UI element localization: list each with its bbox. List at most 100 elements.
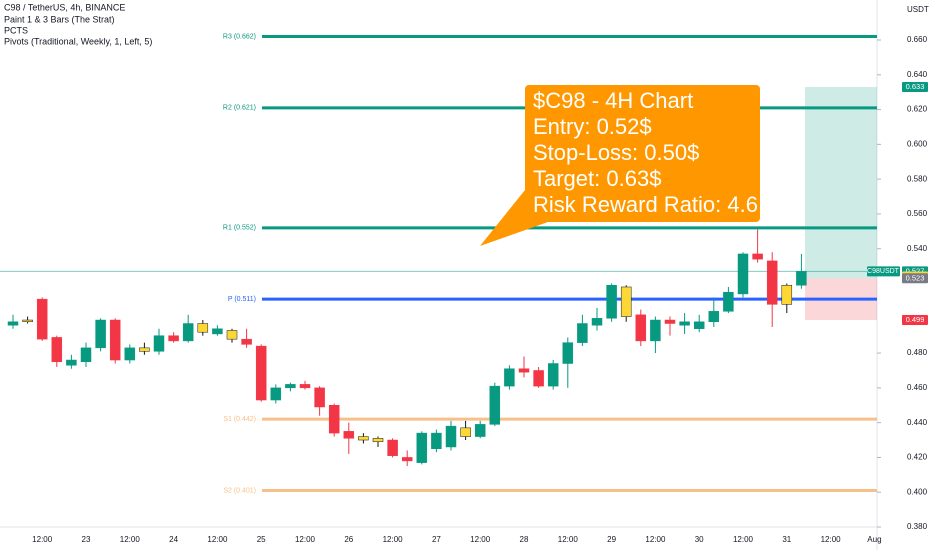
candle-body <box>401 457 413 462</box>
candle-body <box>708 311 720 323</box>
y-tick-label: 0.440 <box>907 418 928 427</box>
candle-body <box>489 385 501 425</box>
legend-line: Pivots (Traditional, Weekly, 1, Left, 5) <box>4 36 152 46</box>
candle-body <box>606 284 617 319</box>
x-tick-label: 12:00 <box>470 535 491 544</box>
x-tick-label: 27 <box>432 535 441 544</box>
candle-body <box>387 439 398 456</box>
pivot-label: R1 (0.552) <box>223 225 256 232</box>
y-tick-label: 0.660 <box>907 35 928 44</box>
x-tick-label: 12:00 <box>558 535 579 544</box>
y-tick-label: 0.560 <box>907 209 928 218</box>
x-tick-label: 26 <box>344 535 353 544</box>
pivot-label: S2 (0.401) <box>223 487 256 494</box>
x-tick-label: 25 <box>257 535 266 544</box>
y-tick-label: 0.480 <box>907 348 928 357</box>
candle-body <box>416 432 428 463</box>
candle-body <box>372 438 384 443</box>
plot: 0.380 0.400 0.420 0.440 0.460 0.480 0.540 0.560… <box>0 33 928 544</box>
candle-body <box>153 335 165 352</box>
target-zone <box>805 86 877 279</box>
candle-body <box>51 337 63 363</box>
candle-body <box>270 387 282 401</box>
candle-body <box>197 323 209 333</box>
x-tick-label: 12:00 <box>821 535 842 544</box>
annotation-line: $C98 - 4H Chart <box>533 88 693 113</box>
candle-body <box>7 321 19 326</box>
candle-body <box>445 425 457 448</box>
symbol-label: C98USDT <box>867 268 900 275</box>
x-tick-label: 24 <box>169 535 178 544</box>
candle-body <box>255 345 267 401</box>
candle-body <box>95 319 106 349</box>
y-tick-label: 0.620 <box>907 105 928 114</box>
candle-body <box>182 323 194 342</box>
y-tick-label: 0.640 <box>907 70 928 79</box>
x-tick-label: 28 <box>520 535 529 544</box>
price-label: 0.499 <box>906 315 925 324</box>
pivot-label: P (0.511) <box>228 296 256 303</box>
candle-body <box>620 286 632 317</box>
x-tick-label: 29 <box>607 535 616 544</box>
candle-body <box>752 253 763 260</box>
candle-body <box>80 347 92 363</box>
candle-body <box>460 427 471 437</box>
candle-body <box>358 436 369 441</box>
candle-body <box>124 347 136 361</box>
candle-body <box>66 359 77 366</box>
candle-body <box>737 253 749 295</box>
price-label: 0.523 <box>906 273 925 282</box>
annotation-line: Target: 0.63$ <box>533 166 661 191</box>
y-tick-label: 0.460 <box>907 383 928 392</box>
candle-body <box>139 347 150 352</box>
x-tick-label: 31 <box>782 535 791 544</box>
y-tick-label: 0.420 <box>907 453 928 462</box>
candle-body <box>781 284 793 305</box>
x-tick-label: 23 <box>82 535 91 544</box>
candle-body <box>299 384 311 389</box>
price-label: 0.633 <box>906 82 925 91</box>
x-tick-label: 30 <box>695 535 704 544</box>
annotation-line: Stop-Loss: 0.50$ <box>533 140 699 165</box>
annotation-line: Entry: 0.52$ <box>533 114 652 139</box>
candle-body <box>504 368 515 387</box>
candle-body <box>693 321 705 329</box>
candle-body <box>212 328 223 335</box>
price-label-box <box>902 273 928 284</box>
x-tick-label: 12:00 <box>383 535 404 544</box>
price-label-box <box>902 81 928 92</box>
candle-body <box>591 318 603 326</box>
candle-body <box>547 363 559 387</box>
candle-body <box>766 260 778 305</box>
legend-line: PCTS <box>4 25 28 35</box>
candle-body <box>723 291 734 312</box>
candle-body <box>664 319 676 324</box>
annotation-box <box>525 85 760 222</box>
candle-body <box>241 338 252 345</box>
candle-body <box>168 335 179 342</box>
x-tick-label: 12:00 <box>32 535 53 544</box>
candle-body <box>635 314 647 342</box>
pivot-label: S1 (0.442) <box>223 416 256 423</box>
candle-body <box>22 319 33 323</box>
currency: USDT <box>907 5 929 14</box>
candle-body <box>650 319 661 342</box>
candle-body <box>533 370 544 387</box>
x-tick-label: 12:00 <box>645 535 666 544</box>
annotation-line: Risk Reward Ratio: 4.6 <box>533 192 758 217</box>
x-tick-label: 12:00 <box>207 535 228 544</box>
candle-body <box>577 323 588 343</box>
candle-body <box>796 271 807 286</box>
candle-body <box>518 368 530 373</box>
candle-body <box>562 342 574 364</box>
candle-body <box>109 319 121 361</box>
price-label-box <box>902 315 928 326</box>
pivot-label: R3 (0.662) <box>223 33 256 40</box>
candle-body <box>343 431 355 439</box>
x-tick-label: 12:00 <box>295 535 316 544</box>
y-tick-label: 0.540 <box>907 244 928 253</box>
candle-body <box>431 432 442 449</box>
y-tick-label: 0.380 <box>907 522 928 531</box>
